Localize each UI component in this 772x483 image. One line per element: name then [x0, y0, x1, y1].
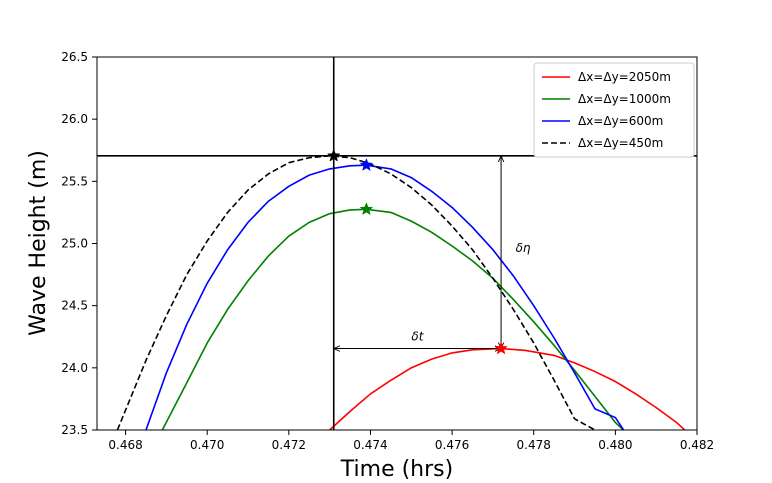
series-line-3: [116, 155, 596, 430]
annotation-label-0: δη: [516, 241, 531, 255]
y-tick-label-6: 26.5: [61, 50, 88, 64]
series-line-0: [329, 347, 686, 430]
x-tick-label-5: 0.478: [517, 438, 551, 452]
peak-marker-1: [359, 202, 374, 216]
peak-marker-0: [494, 341, 508, 355]
legend-entry-0: Δx=Δy=2050m: [578, 70, 671, 84]
legend-entry-2: Δx=Δy=600m: [578, 114, 663, 128]
annotation-label-1: δt: [411, 330, 424, 344]
x-tick-label-3: 0.474: [353, 438, 387, 452]
x-tick-label-4: 0.476: [435, 438, 469, 452]
x-tick-label-6: 0.480: [598, 438, 632, 452]
series-line-2: [145, 164, 625, 430]
peak-marker-3: [326, 148, 341, 162]
plot-area: δη δt: [97, 57, 697, 430]
y-tick-label-2: 24.5: [61, 299, 88, 313]
y-tick-label-5: 26.0: [61, 112, 88, 126]
y-tick-label-4: 25.5: [61, 174, 88, 188]
legend-entry-3: Δx=Δy=450m: [578, 136, 663, 150]
x-tick-label-0: 0.468: [108, 438, 142, 452]
series-line-1: [161, 208, 625, 430]
x-tick-label-7: 0.482: [680, 438, 714, 452]
y-tick-label-1: 24.0: [61, 361, 88, 375]
y-axis-label: Wave Height (m): [26, 150, 51, 336]
legend-box: [533, 62, 695, 158]
x-axis-label: Time (hrs): [340, 457, 453, 482]
y-tick-label-0: 23.5: [61, 423, 88, 437]
x-tick-label-1: 0.470: [190, 438, 224, 452]
peak-marker-2: [359, 157, 374, 171]
legend: Δx=Δy=2050m Δx=Δy=1000m Δx=Δy=600m Δx=Δy=45…: [533, 62, 695, 158]
tick-labels: 0.468 0.470 0.472 0.474 0.476 0.478 0.480 0.482…: [61, 50, 714, 452]
y-tick-label-3: 25.0: [61, 237, 88, 251]
x-tick-label-2: 0.472: [272, 438, 306, 452]
legend-entry-1: Δx=Δy=1000m: [578, 92, 671, 106]
